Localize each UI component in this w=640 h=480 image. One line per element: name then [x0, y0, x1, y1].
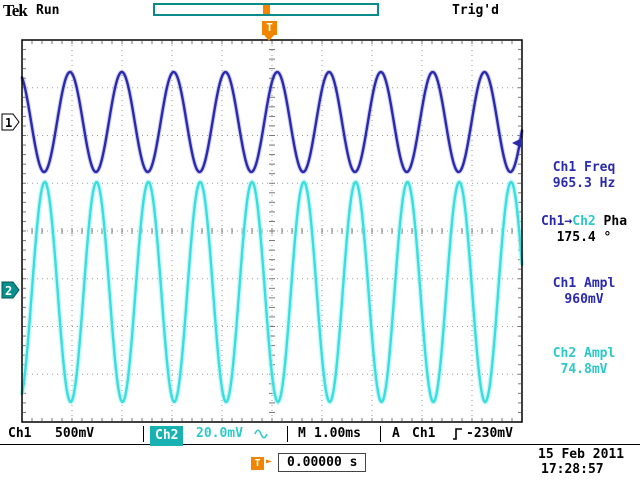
trigger-type-label: A — [392, 426, 400, 441]
ch1-waveform — [20, 70, 524, 174]
measurement-label: Ch1 Ampl — [552, 276, 616, 291]
ac-coupling-sine-icon — [254, 429, 268, 439]
trigger-level-value: -230mV — [466, 426, 513, 441]
separator — [143, 426, 144, 442]
ch2-volts-per-div: 20.0mV — [196, 426, 243, 441]
separator — [287, 426, 288, 442]
measurement-label: Ch1→Ch2 Pha — [540, 214, 628, 229]
measurement-ch1-freq: Ch1 Freq 965.3 Hz — [528, 160, 640, 192]
measurement-ch1-ampl: Ch1 Ampl 960mV — [528, 276, 640, 308]
trigger-status: Trig'd — [452, 3, 499, 18]
separator — [380, 426, 381, 442]
timebase-value: 1.00ms — [314, 426, 361, 441]
ch1-volts-per-div: 500mV — [55, 426, 95, 441]
ch1-marker-label: 1 — [5, 116, 12, 130]
arrow-right-icon: ► — [266, 456, 273, 467]
measurement-ch2-ampl: Ch2 Ampl 74.8mV — [528, 346, 640, 378]
horizontal-position-readout: 0.00000 s — [278, 453, 367, 472]
trigger-level-arrow-icon — [512, 138, 522, 148]
tek-logo: Tek — [3, 1, 28, 20]
measurement-label: Ch2 Ampl — [552, 346, 616, 361]
measurement-value: 74.8mV — [560, 362, 608, 377]
horizontal-trigger-t-icon: T — [251, 457, 264, 470]
ch2-waveform — [20, 180, 524, 404]
timebase-label: M — [298, 426, 306, 441]
time-readout: 17:28:57 — [541, 462, 604, 477]
rising-edge-slope-icon — [453, 428, 462, 440]
measurement-label: Ch1 Freq — [552, 160, 616, 175]
scale-readout-bar: Ch1 500mV Ch2 20.0mV M 1.00ms A Ch1 -230… — [0, 424, 640, 446]
date-readout: 15 Feb 2011 — [538, 447, 625, 462]
measurement-value: 960mV — [564, 292, 604, 307]
ch2-ground-marker: 2 — [1, 281, 20, 299]
record-trigger-position-marker — [263, 5, 270, 14]
ch1-ground-marker: 1 — [1, 113, 20, 131]
ch1-scale-label: Ch1 — [8, 426, 32, 441]
ch2-scale-label: Ch2 — [150, 426, 184, 446]
acquisition-status: Run — [36, 3, 60, 18]
trigger-position-flag-tip-icon — [264, 35, 274, 41]
measurement-value: 175.4 ° — [556, 230, 612, 245]
ch1-waveform-glow — [19, 69, 525, 175]
ch2-marker-label: 2 — [5, 284, 12, 298]
record-view-bar — [153, 3, 379, 16]
measurement-phase: Ch1→Ch2 Pha 175.4 ° — [528, 214, 640, 246]
trigger-source-label: Ch1 — [412, 426, 436, 441]
trigger-position-flag: T — [262, 21, 277, 35]
measurement-value: 965.3 Hz — [552, 176, 616, 191]
